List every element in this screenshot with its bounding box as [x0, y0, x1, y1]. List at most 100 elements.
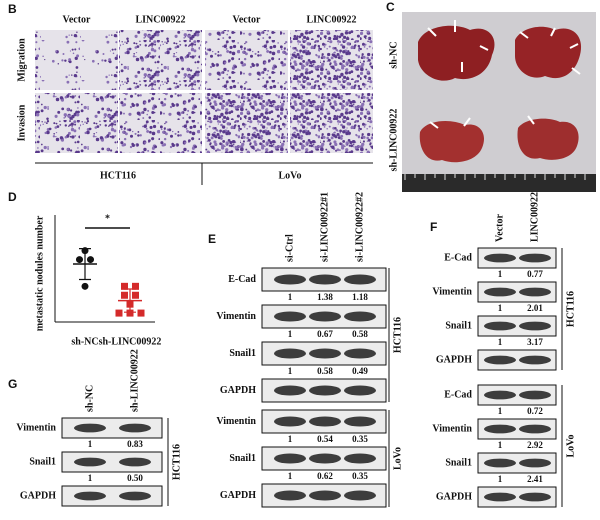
band — [484, 321, 516, 331]
protein-label: Vimentin — [432, 286, 472, 297]
ratio-label: 1 — [498, 440, 503, 450]
data-point — [115, 309, 123, 317]
band — [274, 490, 306, 501]
ratio-label: 1 — [498, 303, 503, 313]
protein-label: Vimentin — [216, 416, 256, 427]
micrograph — [290, 93, 373, 153]
ratio-label: 0.50 — [127, 473, 143, 483]
lane-header: sh-LINC00922 — [129, 349, 140, 412]
error-bar — [124, 288, 136, 313]
micrograph — [290, 30, 373, 90]
row-label: Invasion — [16, 104, 27, 141]
protein-label: GAPDH — [20, 490, 56, 501]
band — [519, 321, 551, 331]
y-axis-label: metastatic nodules number — [34, 215, 45, 331]
data-point — [126, 309, 134, 317]
band — [119, 457, 151, 467]
band — [309, 385, 341, 396]
micrograph — [119, 30, 202, 90]
band — [274, 385, 306, 396]
band — [274, 416, 306, 427]
cell-line-label: HCT116 — [171, 444, 182, 480]
lane-header: Vector — [494, 213, 505, 242]
ratio-label: 1 — [288, 366, 293, 376]
ratio-label: 0.54 — [317, 434, 333, 444]
column-header: Vector — [63, 14, 92, 25]
micrograph — [119, 93, 202, 153]
band — [344, 416, 376, 427]
ratio-label: 1 — [88, 439, 93, 449]
micrograph — [35, 93, 118, 153]
data-point — [76, 256, 83, 264]
ratio-label: 1 — [288, 292, 293, 302]
cell-line-label: LoVo — [279, 170, 302, 181]
column-header: LINC00922 — [306, 14, 356, 25]
ratio-label: 0.83 — [127, 439, 143, 449]
ratio-label: 0.58 — [352, 329, 368, 339]
band — [519, 253, 551, 263]
significance-label: * — [105, 213, 110, 224]
band — [74, 423, 106, 433]
ratio-label: 1 — [88, 473, 93, 483]
ratio-label: 3.17 — [527, 337, 543, 347]
band — [484, 355, 516, 365]
data-point — [81, 282, 89, 290]
ratio-label: 0.62 — [317, 471, 333, 481]
band — [344, 490, 376, 501]
panel-label: G — [8, 377, 17, 391]
panel-label: C — [386, 0, 395, 14]
micrograph — [35, 30, 118, 90]
blot-frame — [61, 451, 163, 473]
data-point — [121, 291, 128, 299]
protein-label: E-Cad — [228, 274, 256, 285]
protein-label: Snail1 — [445, 320, 472, 331]
band — [309, 348, 341, 359]
band — [519, 492, 551, 502]
protein-label: GAPDH — [220, 490, 256, 501]
cell-line-label: LoVo — [392, 447, 403, 470]
ratio-label: 1.18 — [352, 292, 368, 302]
ratio-label: 0.35 — [352, 471, 368, 481]
band — [119, 423, 151, 433]
blot-frame — [477, 384, 557, 406]
band — [274, 311, 306, 322]
blot-frame — [477, 281, 557, 303]
blot-frame — [477, 418, 557, 440]
band — [484, 458, 516, 468]
blot-frame — [61, 485, 163, 507]
band — [309, 453, 341, 464]
band — [519, 390, 551, 400]
ratio-label: 1 — [288, 471, 293, 481]
blot-frame — [477, 452, 557, 474]
band — [484, 492, 516, 502]
protein-label: Vimentin — [432, 423, 472, 434]
lane-header: si-Ctrl — [284, 234, 295, 262]
ratio-label: 1 — [288, 434, 293, 444]
data-point — [132, 282, 139, 290]
blot-frame — [477, 486, 557, 508]
ratio-label: 1 — [498, 337, 503, 347]
band — [309, 311, 341, 322]
micrograph — [205, 30, 288, 90]
band — [74, 491, 106, 501]
panel-label: F — [430, 220, 437, 234]
band — [344, 385, 376, 396]
lane-header: si-LINC00922#1 — [319, 192, 330, 262]
group-label: sh-LINC00922 — [388, 109, 399, 172]
ratio-label: 1 — [288, 329, 293, 339]
ratio-label: 0.77 — [527, 269, 543, 279]
band — [309, 274, 341, 285]
ratio-label: 1.38 — [317, 292, 333, 302]
band — [519, 424, 551, 434]
panel-label: D — [8, 190, 17, 204]
band — [484, 287, 516, 297]
protein-label: GAPDH — [436, 354, 472, 365]
data-point — [121, 282, 128, 290]
lane-header: LINC00922 — [529, 192, 540, 242]
cell-line-label: HCT116 — [100, 170, 136, 181]
data-point — [132, 291, 139, 299]
band — [274, 453, 306, 464]
ratio-label: 1 — [498, 474, 503, 484]
cell-line-label: HCT116 — [392, 317, 403, 353]
